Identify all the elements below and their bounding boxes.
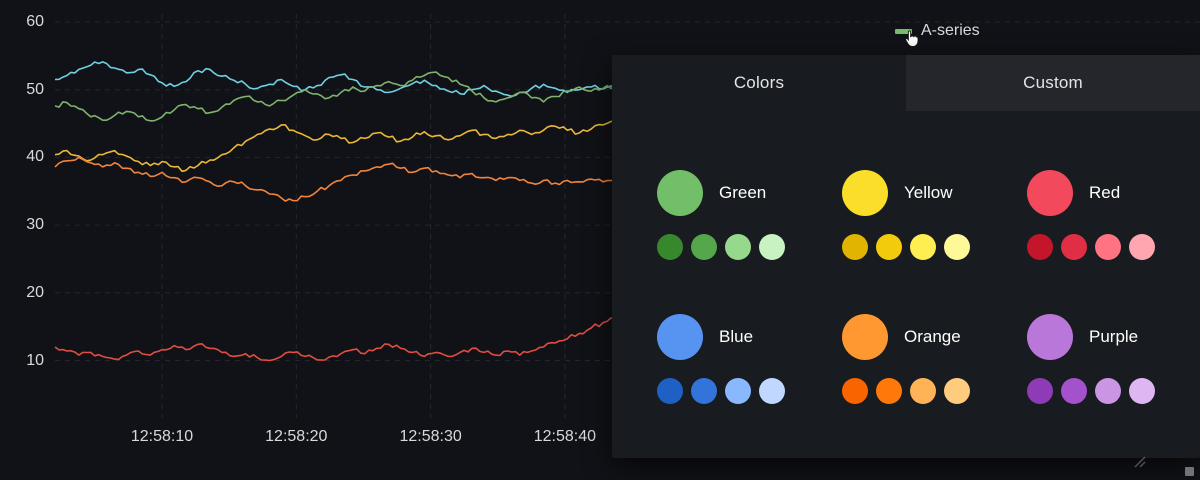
- series-line-yellow-series: [55, 121, 615, 172]
- palette-shade-swatch[interactable]: [725, 234, 751, 260]
- palette-group: Orange: [842, 314, 1027, 458]
- palette-shade-swatch[interactable]: [1061, 234, 1087, 260]
- palette-grid: Green Yellow Red Blue Orange: [657, 170, 1200, 458]
- palette-name: Green: [719, 183, 766, 203]
- palette-shade-swatch[interactable]: [691, 378, 717, 404]
- palette-shade-swatch[interactable]: [842, 234, 868, 260]
- palette-group: Yellow: [842, 170, 1027, 314]
- palette-shades: [657, 234, 842, 260]
- y-tick-label: 50: [0, 81, 44, 99]
- color-picker-tabs: Colors Custom: [612, 55, 1200, 111]
- palette-shade-swatch[interactable]: [725, 378, 751, 404]
- palette-group: Red: [1027, 170, 1200, 314]
- palette-shade-swatch[interactable]: [910, 378, 936, 404]
- palette-shade-swatch[interactable]: [1129, 234, 1155, 260]
- palette-main-swatch[interactable]: [657, 314, 703, 360]
- palette-shade-swatch[interactable]: [944, 234, 970, 260]
- palette-shade-swatch[interactable]: [759, 378, 785, 404]
- series-line-cyan-series: [55, 62, 615, 96]
- panel-resize-handle[interactable]: [1134, 456, 1146, 468]
- palette-main-swatch[interactable]: [842, 170, 888, 216]
- x-tick-label: 12:58:40: [534, 428, 596, 446]
- legend-item-a-series[interactable]: A-series: [895, 22, 980, 40]
- palette-shades: [1027, 378, 1200, 404]
- palette-name: Blue: [719, 327, 753, 347]
- legend-color-swatch[interactable]: [895, 29, 912, 34]
- palette-shade-swatch[interactable]: [1129, 378, 1155, 404]
- tab-colors[interactable]: Colors: [612, 55, 906, 111]
- x-tick-label: 12:58:30: [399, 428, 461, 446]
- palette-main-swatch[interactable]: [1027, 170, 1073, 216]
- y-tick-label: 20: [0, 284, 44, 302]
- palette-shade-swatch[interactable]: [657, 234, 683, 260]
- tab-custom[interactable]: Custom: [906, 55, 1200, 111]
- palette-shade-swatch[interactable]: [1027, 378, 1053, 404]
- palette-shades: [1027, 234, 1200, 260]
- palette-shade-swatch[interactable]: [1095, 234, 1121, 260]
- palette-group: Blue: [657, 314, 842, 458]
- palette-name: Red: [1089, 183, 1120, 203]
- series-line-orange-series: [55, 157, 615, 201]
- palette-group: Purple: [1027, 314, 1200, 458]
- palette-shade-swatch[interactable]: [1095, 378, 1121, 404]
- palette-shade-swatch[interactable]: [944, 378, 970, 404]
- palette-shades: [842, 234, 1027, 260]
- palette-shade-swatch[interactable]: [876, 378, 902, 404]
- palette-shades: [657, 378, 842, 404]
- palette-name: Purple: [1089, 327, 1138, 347]
- palette-main-swatch[interactable]: [1027, 314, 1073, 360]
- palette-main-swatch[interactable]: [657, 170, 703, 216]
- palette-name: Orange: [904, 327, 961, 347]
- palette-shade-swatch[interactable]: [1027, 234, 1053, 260]
- palette-shade-swatch[interactable]: [876, 234, 902, 260]
- y-tick-label: 30: [0, 216, 44, 234]
- legend-series-label[interactable]: A-series: [921, 22, 980, 40]
- color-picker-popup: Colors Custom Green Yellow Red Blue: [612, 55, 1200, 458]
- palette-shade-swatch[interactable]: [691, 234, 717, 260]
- palette-shade-swatch[interactable]: [1061, 378, 1087, 404]
- palette-name: Yellow: [904, 183, 953, 203]
- palette-group: Green: [657, 170, 842, 314]
- scrollbar-corner[interactable]: [1185, 467, 1194, 476]
- palette-shade-swatch[interactable]: [657, 378, 683, 404]
- y-tick-label: 40: [0, 148, 44, 166]
- palette-shade-swatch[interactable]: [910, 234, 936, 260]
- x-tick-label: 12:58:20: [265, 428, 327, 446]
- y-tick-label: 10: [0, 352, 44, 370]
- series-line-red-series: [55, 318, 615, 361]
- palette-shade-swatch[interactable]: [759, 234, 785, 260]
- x-tick-label: 12:58:10: [131, 428, 193, 446]
- grafana-panel: 60 50 40 30 20 10 12:58:10 12:58:20 12:58:30 12:…: [0, 0, 1200, 480]
- palette-shades: [842, 378, 1027, 404]
- y-tick-label: 60: [0, 13, 44, 31]
- palette-shade-swatch[interactable]: [842, 378, 868, 404]
- series-line-green-series: [55, 72, 615, 121]
- palette-main-swatch[interactable]: [842, 314, 888, 360]
